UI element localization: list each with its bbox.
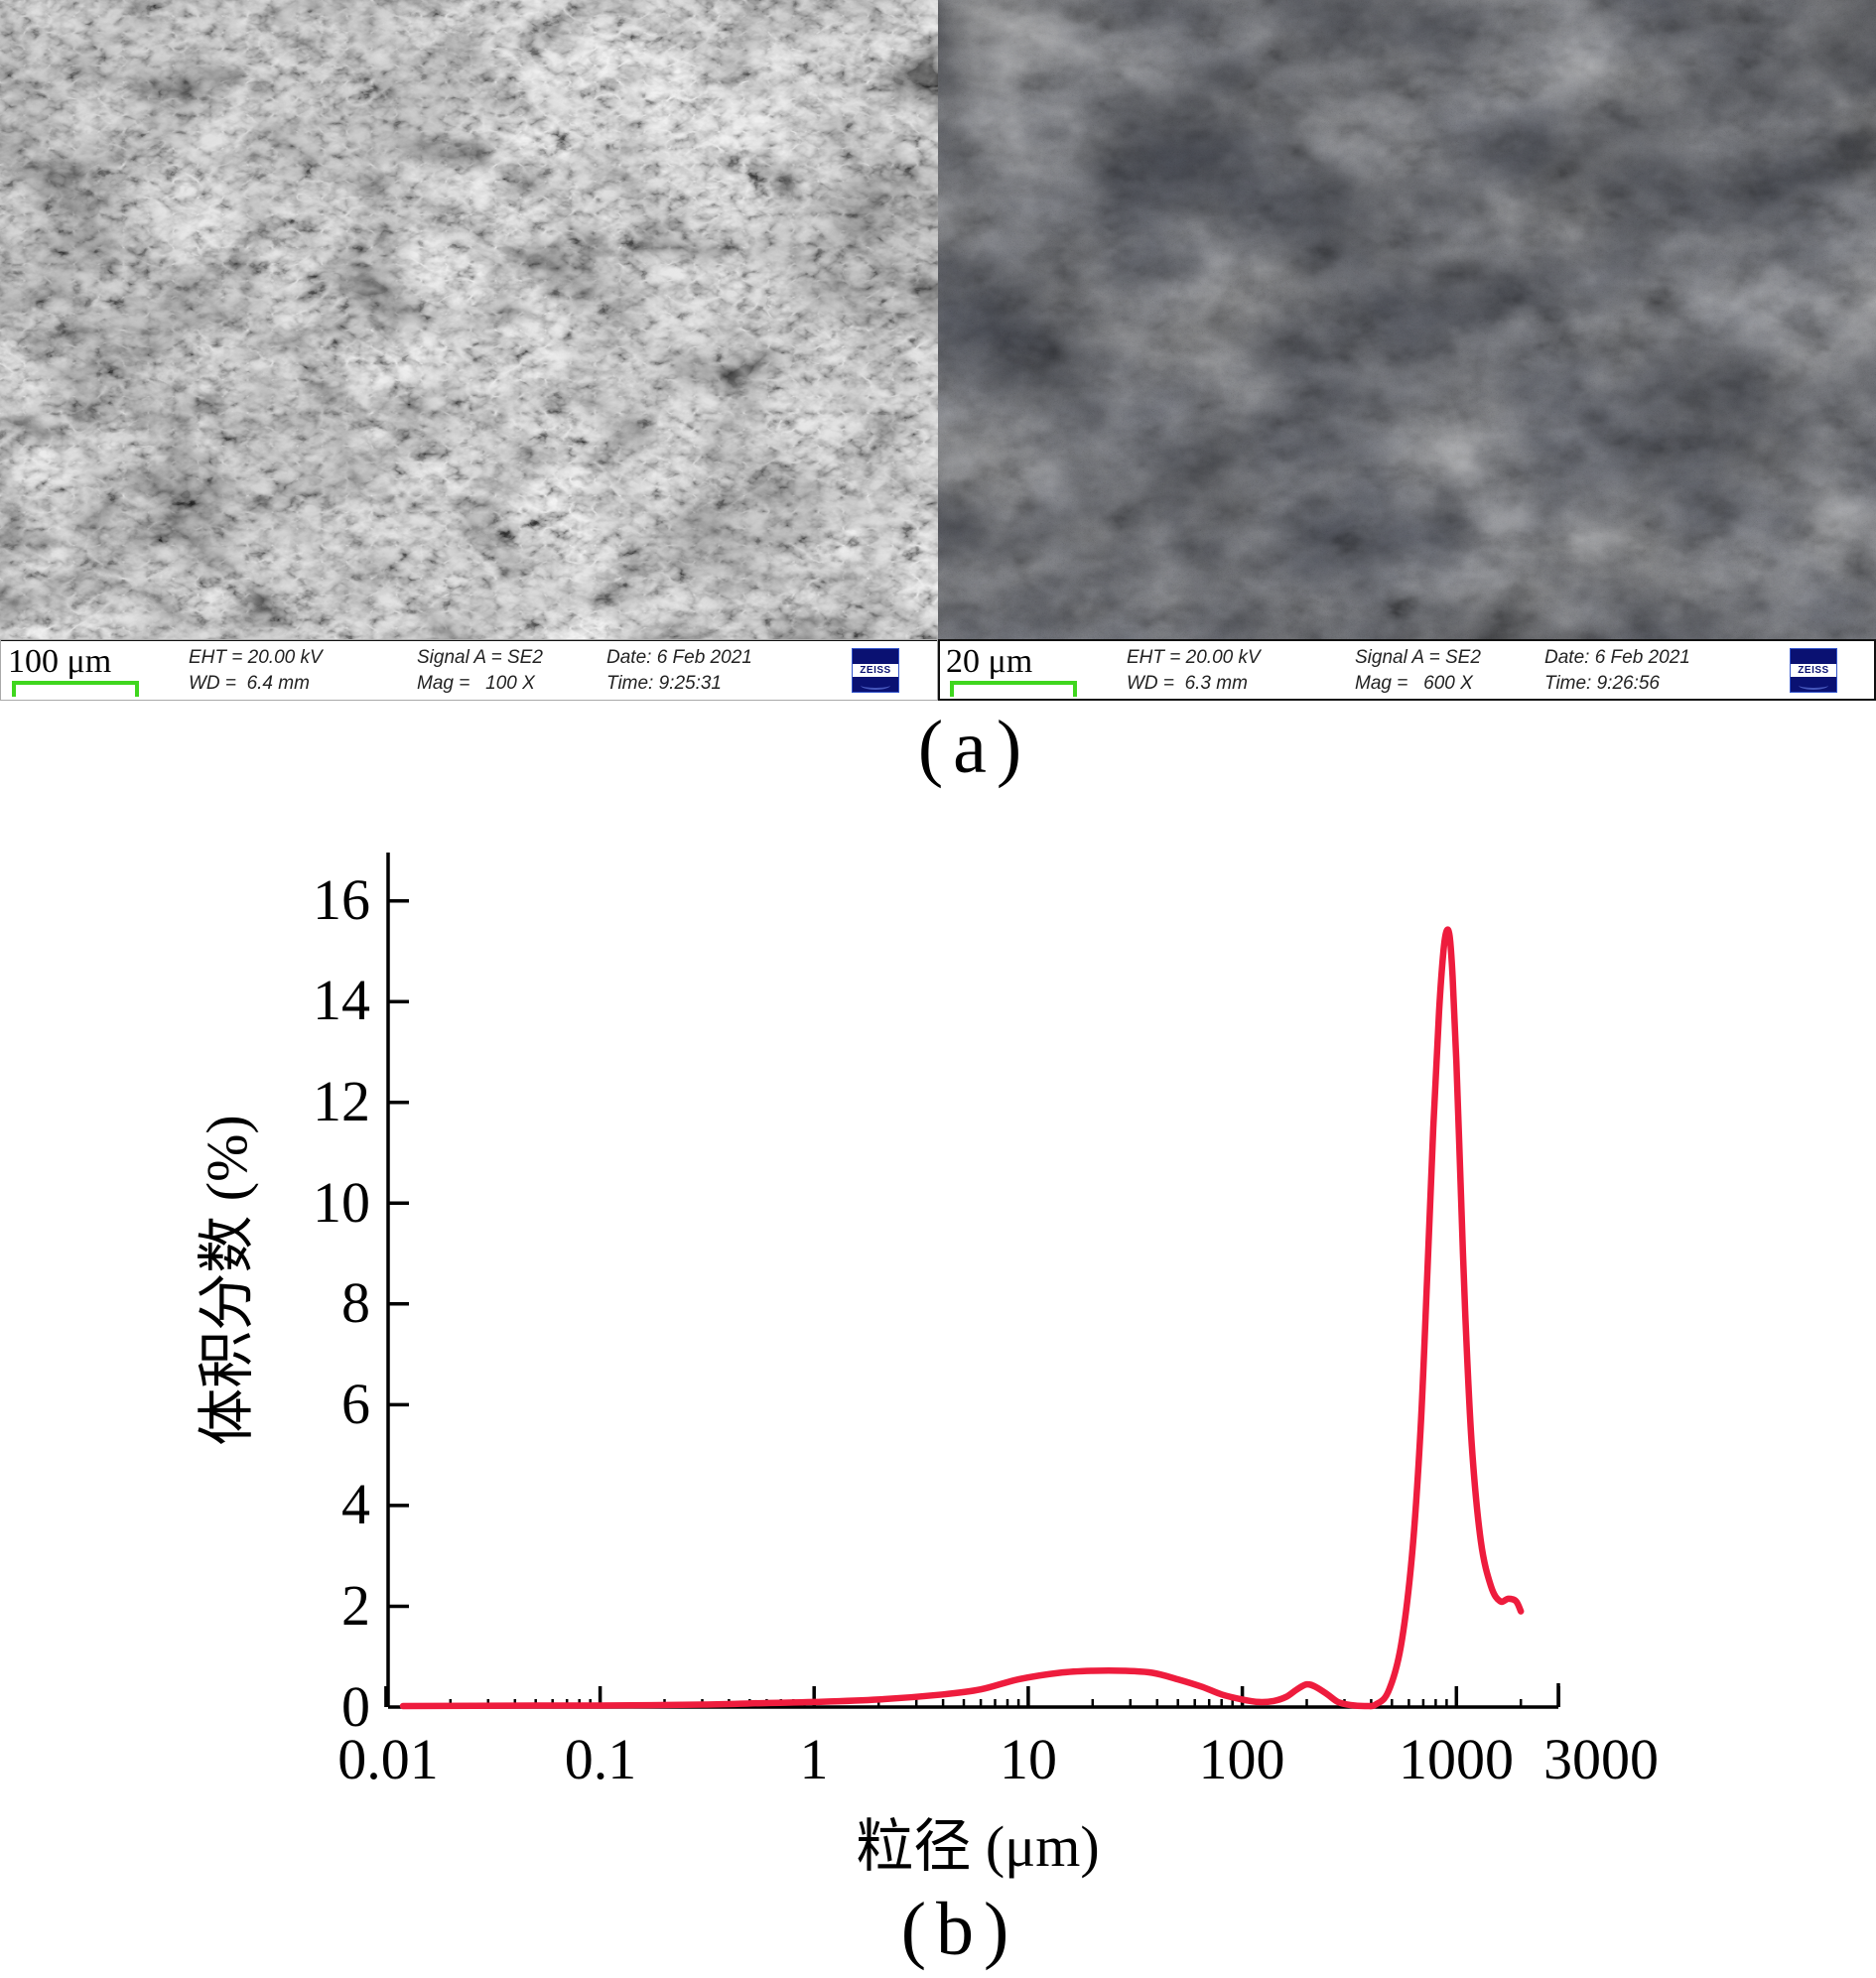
svg-text:1: 1: [800, 1727, 829, 1791]
svg-text:体积分数 (%): 体积分数 (%): [195, 1115, 259, 1445]
svg-text:0.1: 0.1: [565, 1727, 637, 1791]
svg-text:0.01: 0.01: [337, 1727, 439, 1791]
svg-text:1000: 1000: [1399, 1727, 1514, 1791]
svg-text:3000: 3000: [1543, 1727, 1659, 1791]
svg-text:14: 14: [313, 968, 370, 1032]
svg-text:16: 16: [313, 867, 370, 932]
svg-text:4: 4: [341, 1472, 370, 1536]
svg-text:100: 100: [1199, 1727, 1285, 1791]
svg-text:2: 2: [341, 1573, 370, 1638]
svg-text:12: 12: [313, 1069, 370, 1133]
svg-text:10: 10: [1000, 1727, 1057, 1791]
svg-text:粒径 (μm): 粒径 (μm): [856, 1814, 1099, 1879]
svg-text:8: 8: [341, 1270, 370, 1335]
svg-text:10: 10: [313, 1170, 370, 1235]
svg-text:6: 6: [341, 1372, 370, 1436]
